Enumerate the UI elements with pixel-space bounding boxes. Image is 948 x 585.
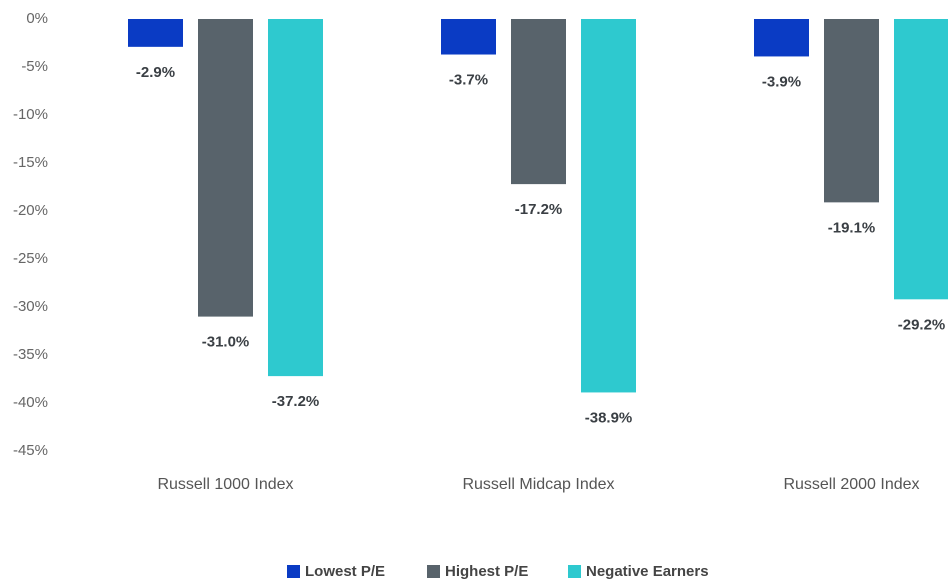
y-tick-label: -40%: [13, 394, 48, 411]
data-label: -31.0%: [202, 334, 250, 351]
data-label: -19.1%: [828, 219, 876, 236]
y-tick-label: -25%: [13, 250, 48, 267]
legend-swatch: [427, 565, 440, 578]
bar: [511, 19, 566, 185]
data-label: -38.9%: [585, 409, 633, 426]
legend-label: Lowest P/E: [305, 563, 385, 580]
bar: [268, 19, 323, 377]
data-label: -17.2%: [515, 201, 563, 218]
bar: [754, 19, 809, 57]
y-tick-label: -5%: [21, 58, 48, 75]
y-tick-label: -35%: [13, 346, 48, 363]
legend-swatch: [287, 565, 300, 578]
data-label: -3.7%: [449, 71, 488, 88]
bar: [441, 19, 496, 55]
bar: [128, 19, 183, 47]
data-label: -29.2%: [898, 316, 946, 333]
y-tick-label: -10%: [13, 106, 48, 123]
y-tick-label: -15%: [13, 154, 48, 171]
bar: [198, 19, 253, 317]
x-tick-label: Russell 2000 Index: [783, 476, 919, 493]
y-tick-label: -45%: [13, 442, 48, 459]
y-tick-label: -20%: [13, 202, 48, 219]
bar: [581, 19, 636, 393]
data-label: -37.2%: [272, 393, 320, 410]
legend-label: Highest P/E: [445, 563, 528, 580]
legend-label: Negative Earners: [586, 563, 709, 580]
bar: [894, 19, 948, 300]
data-label: -3.9%: [762, 73, 801, 90]
legend-swatch: [568, 565, 581, 578]
x-tick-label: Russell Midcap Index: [462, 476, 614, 493]
y-tick-label: -30%: [13, 298, 48, 315]
y-tick-label: 0%: [26, 10, 48, 27]
x-tick-label: Russell 1000 Index: [157, 476, 293, 493]
data-label: -2.9%: [136, 64, 175, 81]
bar: [824, 19, 879, 203]
